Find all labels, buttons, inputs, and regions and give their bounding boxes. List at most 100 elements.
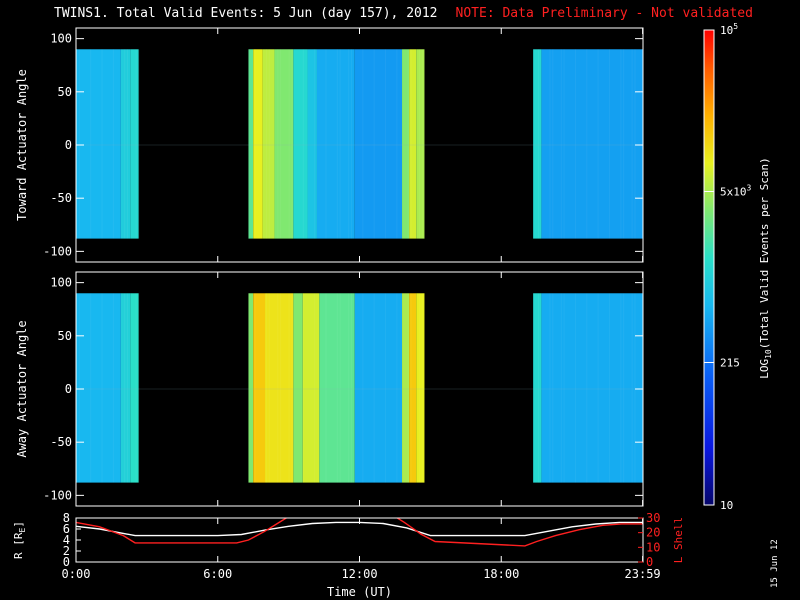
toward-panel-stripe — [597, 49, 599, 239]
away-panel-stripe — [288, 293, 290, 483]
toward-panel-band-5 — [262, 49, 275, 239]
toward-panel-stripe — [623, 49, 625, 239]
away-panel-stripe — [373, 293, 375, 483]
away-panel-band-6 — [293, 293, 303, 483]
toward-panel-band-13 — [416, 49, 425, 239]
away-panel-stripe — [634, 293, 636, 483]
toward-panel-stripe — [574, 49, 576, 239]
toward-panel-stripe — [280, 49, 282, 239]
colorbar-bar — [703, 29, 715, 506]
toward-panel-stripe — [291, 49, 293, 239]
toward-panel-band-15 — [541, 49, 643, 239]
away-panel-band-13 — [533, 293, 542, 483]
toward-panel-stripe — [620, 49, 622, 239]
toward-panel-stripe — [385, 49, 387, 239]
toward-panel-ylabel: Toward Actuator Angle — [15, 69, 29, 221]
title-note: NOTE: Data Preliminary - Not validated — [455, 6, 753, 21]
orbit-panel-xtick-label: 0:00 — [62, 567, 91, 581]
away-panel: 100 50 0 -50 -100 Away Actuator Angle — [15, 271, 644, 507]
orbit-ytick-right-label: 0 — [646, 555, 653, 569]
toward-panel-band-12 — [409, 49, 417, 239]
away-panel-stripe — [265, 293, 267, 483]
toward-panel-stripe — [608, 49, 610, 239]
away-panel-stripe — [419, 293, 421, 483]
toward-panel-stripe — [288, 49, 290, 239]
away-panel-stripe — [407, 293, 409, 483]
away-panel-ytick-label: 50 — [58, 329, 72, 343]
away-panel-band-8 — [319, 293, 355, 483]
away-panel-stripe — [277, 293, 279, 483]
colorbar-tick-label: 215 — [720, 357, 740, 370]
away-panel-band-5 — [265, 293, 294, 483]
orbit-panel-frame — [75, 517, 644, 563]
colorbar-tick-label: 105 — [720, 22, 738, 37]
toward-panel-stripe — [78, 49, 80, 239]
away-panel-stripe — [339, 293, 341, 483]
away-panel-stripe — [563, 293, 565, 483]
away-panel-stripe — [560, 293, 562, 483]
toward-panel-stripe — [268, 49, 270, 239]
toward-panel-stripe — [336, 49, 338, 239]
away-panel-stripe — [101, 293, 103, 483]
orbit-ytick-right-label: 20 — [646, 526, 660, 540]
away-panel-stripe — [574, 293, 576, 483]
away-panel-stripe — [631, 293, 633, 483]
orbit-ytick-right-label: 10 — [646, 540, 660, 554]
orbit-xlabel: Time (UT) — [327, 585, 392, 599]
away-panel-stripe — [538, 293, 540, 483]
colorbar: 10 215 5x103 105 LOG10(Total Valid Events pe… — [703, 22, 773, 512]
toward-panel-band-2 — [130, 49, 139, 239]
toward-panel-ytick-label: 100 — [50, 32, 72, 46]
orbit-ytick-left-label: 6 — [63, 522, 70, 536]
toward-panel-stripe — [314, 49, 316, 239]
toward-panel-stripe — [339, 49, 341, 239]
toward-panel-stripe — [265, 49, 267, 239]
orbit-ytick-left-label: 0 — [63, 555, 70, 569]
orbit-panel-xtick-label: 23:59 — [625, 567, 661, 581]
toward-panel-stripe — [277, 49, 279, 239]
away-panel-stripe — [597, 293, 599, 483]
away-panel-stripe — [348, 293, 350, 483]
toward-panel-band-8 — [307, 49, 317, 239]
away-panel-stripe — [385, 293, 387, 483]
away-panel-ytick-label: -50 — [50, 435, 72, 449]
toward-panel-stripe — [101, 49, 103, 239]
away-panel-stripe — [608, 293, 610, 483]
away-panel-stripe — [552, 293, 554, 483]
title-main: TWINS1. Total Valid Events: 5 Jun (day 1… — [54, 6, 438, 21]
away-panel-band-9 — [354, 293, 403, 483]
away-panel-stripe — [78, 293, 80, 483]
toward-panel-stripe — [373, 49, 375, 239]
toward-panel-stripe — [410, 49, 412, 239]
away-panel-stripe — [138, 293, 140, 483]
toward-panel-stripe — [631, 49, 633, 239]
toward-panel-stripe — [325, 49, 327, 239]
away-panel-ytick-label: 0 — [65, 382, 72, 396]
toward-panel-ytick-label: -100 — [43, 244, 72, 258]
toward-panel-stripe — [112, 49, 114, 239]
toward-panel-ytick-label: -50 — [50, 191, 72, 205]
r-series-line — [76, 521, 643, 537]
toward-panel: 100 50 0 -50 -100 Toward Actuator Angle — [15, 27, 644, 263]
away-panel-band-0 — [76, 293, 121, 483]
toward-panel-stripe — [127, 49, 129, 239]
toward-panel-stripe — [552, 49, 554, 239]
toward-panel-stripe — [538, 49, 540, 239]
away-panel-stripe — [549, 293, 551, 483]
colorbar-tick-label: 10 — [720, 499, 733, 512]
toward-panel-stripe — [549, 49, 551, 239]
toward-panel-stripe — [138, 49, 140, 239]
away-panel-stripe — [314, 293, 316, 483]
away-panel-band-2 — [130, 293, 139, 483]
away-panel-stripe — [112, 293, 114, 483]
toward-panel-stripe — [302, 49, 304, 239]
orbit-ylabel-right: L Shell — [672, 517, 685, 563]
away-panel-band-12 — [416, 293, 425, 483]
orbit-ytick-left-label: 2 — [63, 544, 70, 558]
toward-panel-band-7 — [293, 49, 308, 239]
colorbar-label: LOG10(Total Valid Events per Scan) — [758, 157, 773, 379]
toward-panel-stripe — [421, 49, 423, 239]
away-panel-ylabel: Away Actuator Angle — [15, 320, 29, 457]
